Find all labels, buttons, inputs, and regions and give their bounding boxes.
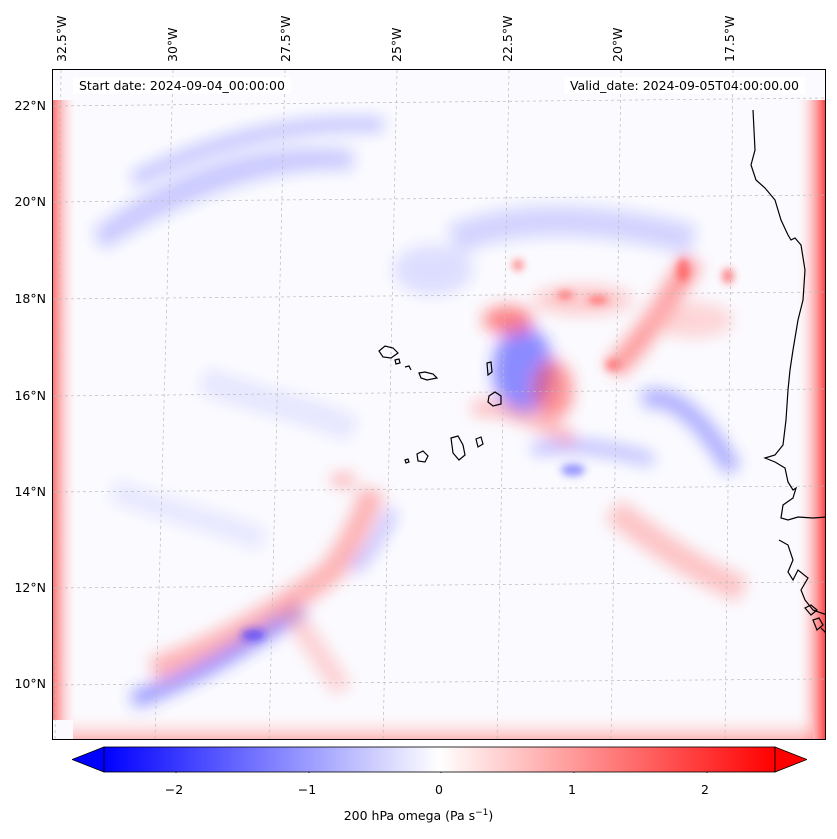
sao-nicolau [404, 365, 412, 371]
colorbar-label: 200 hPa omega (Pa s−1) [0, 808, 837, 823]
colorbar-min-extension [72, 746, 105, 773]
lat-label-16n: 16°N [14, 388, 46, 403]
colorbar-gradient [103, 746, 776, 773]
fogo [416, 450, 429, 463]
colorbar-tick-2: 2 [701, 782, 709, 797]
lon-label-30w: 30°W [165, 27, 180, 62]
lat-label-14n: 14°N [14, 484, 46, 499]
colorbar-tick-neg2: −2 [164, 782, 184, 797]
santo-antao [378, 345, 399, 359]
map-field [53, 70, 825, 739]
colorbar-label-end: ) [488, 808, 494, 824]
lon-label-25w: 25°W [389, 27, 404, 62]
colorbar-tick-neg1: −1 [297, 782, 317, 797]
valid-date-label: Valid_date: 2024-09-05T04:00:00.00 [563, 77, 805, 94]
maio [475, 436, 484, 448]
colorbar-max-extension [774, 746, 807, 773]
cape-verde-islands [378, 345, 502, 464]
gridlines [53, 70, 825, 739]
lon-label-27-5w: 27.5°W [278, 15, 293, 62]
lon-label-20w: 20°W [610, 27, 625, 62]
colorbar-tick-0: 0 [435, 782, 443, 797]
omega-anomalies [93, 117, 748, 708]
colorbar-tick-1: 1 [568, 782, 576, 797]
sal [486, 361, 493, 377]
lat-label-22n: 22°N [14, 98, 46, 113]
omega-fine-structure [241, 258, 734, 641]
santiago [450, 435, 466, 461]
africa-coast-guinea [778, 539, 825, 615]
lon-label-22-5w: 22.5°W [500, 15, 515, 62]
lat-label-18n: 18°N [14, 291, 46, 306]
africa-coastline [750, 109, 825, 521]
sao-vicente [394, 358, 401, 365]
colorbar-label-main: 200 hPa omega (Pa s [343, 808, 476, 824]
colorbar-label-exponent: −1 [475, 808, 489, 818]
santa-luzia [418, 371, 439, 381]
start-date-label: Start date: 2024-09-04_00:00:00 [73, 77, 291, 94]
colorbar [72, 746, 807, 773]
omega-map[interactable]: Start date: 2024-09-04_00:00:00 Valid_da… [52, 69, 826, 740]
lon-label-17-5w: 17.5°W [722, 15, 737, 62]
right-boundary-zone [795, 100, 825, 739]
lat-label-12n: 12°N [14, 580, 46, 595]
bottom-boundary-zone [73, 710, 813, 739]
bijagos-islands [804, 604, 825, 634]
boa-vista [487, 391, 502, 407]
brava [404, 458, 410, 464]
left-boundary-zone [53, 100, 79, 720]
lon-label-32-5w: 32.5°W [54, 15, 69, 62]
coastlines [750, 109, 825, 634]
lat-label-20n: 20°N [14, 194, 46, 209]
lat-label-10n: 10°N [14, 676, 46, 691]
